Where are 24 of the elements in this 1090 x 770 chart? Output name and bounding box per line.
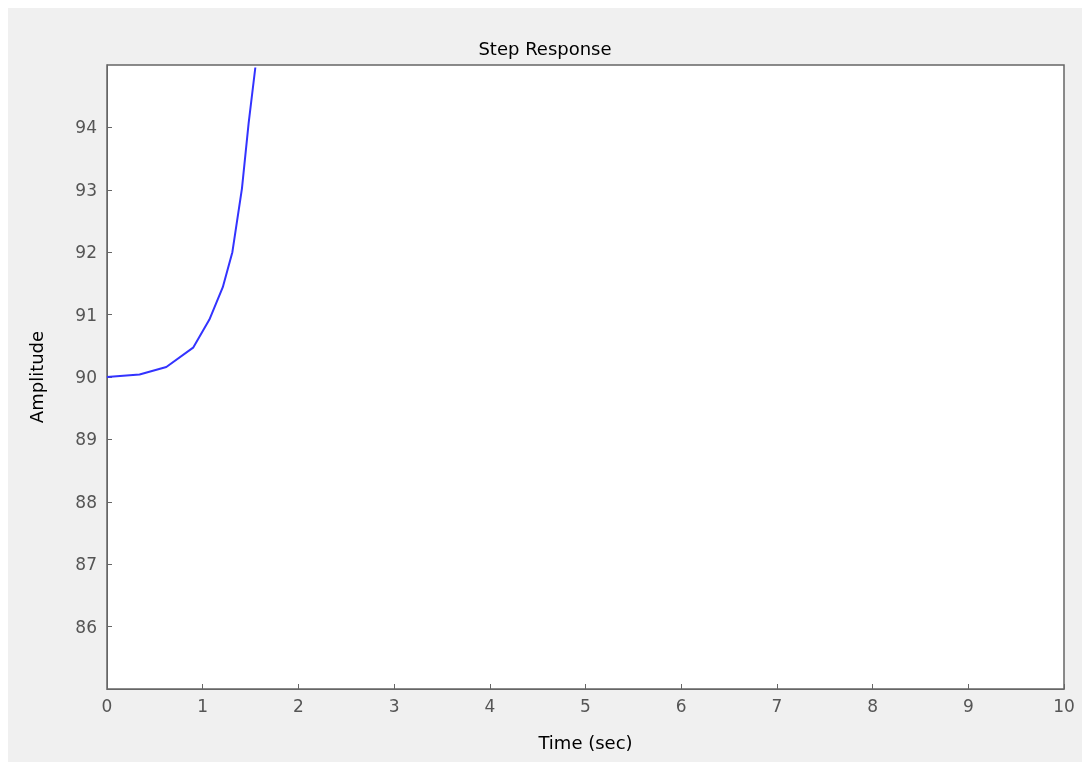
y-tick-label: 91 (75, 304, 97, 325)
x-tick-label: 10 (1053, 695, 1075, 716)
x-tick-label: 5 (580, 695, 591, 716)
x-tick-label: 8 (867, 695, 879, 716)
y-tick-label: 92 (75, 242, 97, 263)
x-tick-label: 9 (962, 695, 974, 716)
chart-title: Step Response (478, 37, 612, 59)
x-tick-label: 2 (292, 695, 304, 716)
line-series (106, 66, 257, 378)
y-tick-label: 90 (75, 367, 97, 387)
x-tick-label: 6 (675, 695, 687, 716)
y-tick-label: 93 (75, 179, 97, 200)
x-tick-label: 7 (771, 695, 783, 716)
x-tick-label: 0 (101, 695, 113, 716)
y-axis-title: Amplitude (25, 330, 47, 424)
y-tick-label: 89 (75, 429, 97, 450)
y-tick-label: 88 (75, 491, 97, 512)
x-axis-title: Time (sec) (537, 731, 633, 753)
y-tick-label: 86 (75, 616, 97, 637)
x-tick-label: 4 (484, 695, 496, 716)
x-tick-label: 1 (197, 695, 209, 716)
x-tick-label: 3 (388, 695, 400, 716)
y-tick-label: 94 (75, 117, 97, 138)
y-tick-label: 87 (75, 554, 97, 575)
